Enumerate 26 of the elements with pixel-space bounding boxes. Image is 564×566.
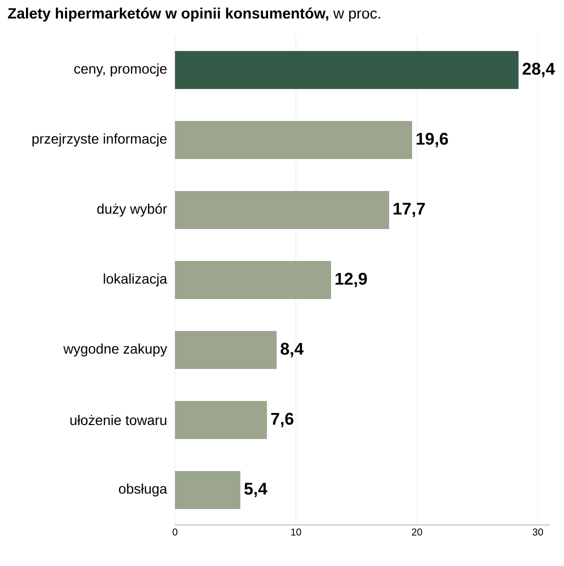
data-label: 12,9 — [336, 272, 367, 288]
x-tick-label: 0 — [172, 528, 178, 536]
bar — [175, 51, 519, 89]
data-label: 28,4 — [522, 62, 555, 78]
data-label: 7,6 — [271, 412, 294, 428]
chart-title: Zalety hipermarketów w opinii konsumentów, w proc. — [8, 8, 380, 22]
data-label: 5,4 — [244, 482, 268, 498]
bar — [175, 331, 277, 369]
y-tick-label: wygodne zakupy — [63, 343, 168, 356]
y-tick-label: przejrzyste informacje — [32, 133, 167, 146]
y-tick-label: ułożenie towaru — [70, 414, 166, 426]
y-tick-label: obsługa — [118, 483, 168, 496]
y-tick-label: duży wybór — [97, 203, 167, 217]
bar — [175, 121, 412, 159]
bar — [175, 401, 267, 439]
y-tick-label: ceny, promocje — [74, 63, 167, 76]
data-label: 19,6 — [416, 132, 448, 148]
x-tick-label: 10 — [291, 528, 302, 536]
y-tick-label: lokalizacja — [104, 273, 168, 286]
data-label: 17,7 — [394, 202, 425, 218]
data-label: 8,4 — [280, 342, 304, 358]
bar — [175, 191, 390, 229]
bar — [175, 261, 332, 299]
x-tick-label: 20 — [412, 528, 422, 536]
bar — [175, 471, 240, 509]
x-tick-label: 30 — [532, 528, 544, 536]
